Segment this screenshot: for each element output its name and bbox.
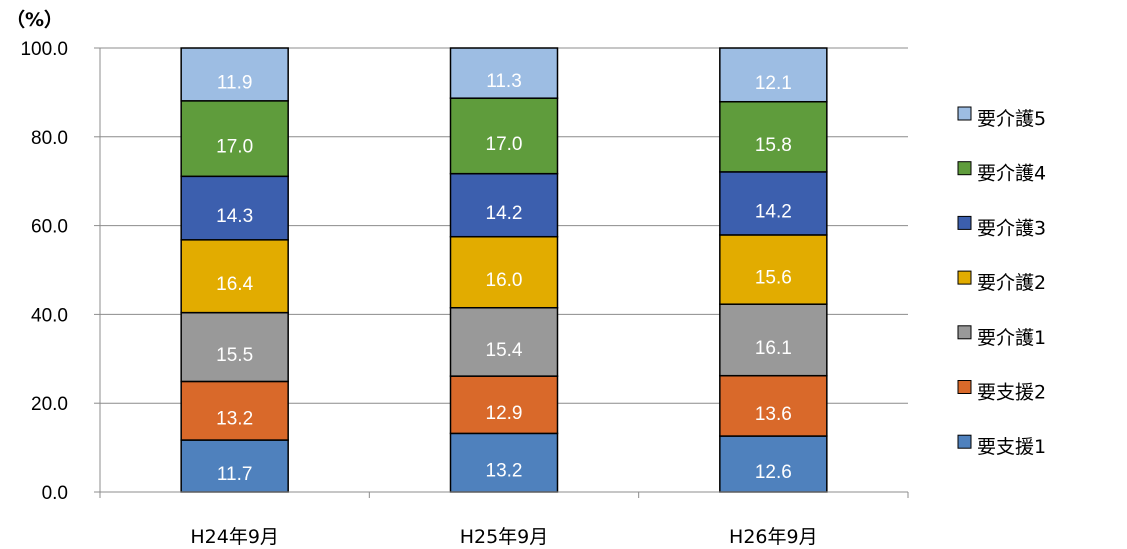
legend-label: 要介護4 [977,163,1046,185]
bars: 11.7 13.2 15.5 16.4 14.3 17.0 11.9 13.2 12.9 15.4… [180,47,828,493]
data-label: 11.7 [217,464,253,485]
data-label: 11.9 [217,72,253,93]
legend-swatch [957,215,972,230]
bar-segment [180,380,289,441]
legend-label: 要介護2 [977,272,1046,294]
data-label: 12.6 [755,462,792,483]
y-tick-label: 60.0 [31,217,68,238]
legend-label: 要介護1 [977,327,1046,349]
x-tick-label: H24年9月 [190,526,279,548]
legend-label: 要支援2 [977,382,1046,404]
y-tick-label: 80.0 [31,128,68,149]
bar-segment [719,100,828,173]
data-label: 16.4 [216,274,253,295]
bar-segment [449,97,559,175]
data-label: 13.6 [755,404,792,425]
bar-segment [449,306,559,377]
axes [99,48,909,498]
data-label: 15.6 [755,268,792,289]
bar-segment [180,311,289,383]
legend-label: 要介護3 [977,217,1046,239]
bar-segment [180,47,289,102]
legend-swatch [957,106,972,121]
y-tick-label: 20.0 [31,394,68,415]
data-label: 14.3 [216,206,253,227]
bar-segment [180,175,289,241]
data-label: 14.2 [486,203,523,224]
y-axis-ticks: 0.0 20.0 40.0 60.0 80.0 100.0 [20,39,100,504]
legend: 要介護5 要介護4 要介護3 要介護2 要介護1 要支援2 要支援1 [957,106,1046,458]
legend-swatch [957,380,972,394]
bar-segment [449,235,559,309]
x-axis-ticks: H24年9月 H25年9月 H26年9月 [190,526,817,548]
legend-swatch [957,161,972,176]
data-label: 16.1 [755,338,792,359]
y-unit-label: （%） [6,8,63,31]
legend-swatch [957,325,972,340]
data-label: 14.2 [755,201,792,222]
data-label: 13.2 [486,461,523,482]
data-label: 12.1 [755,73,792,94]
y-tick-label: 0.0 [42,483,68,504]
bar-segment [449,172,559,238]
bar-segment [180,439,289,493]
legend-swatch [957,434,972,449]
data-label: 12.9 [486,403,523,424]
data-label: 17.0 [486,134,523,155]
x-tick-label: H26年9月 [729,526,818,548]
x-tick-label: H25年9月 [460,526,549,548]
data-label: 15.5 [216,345,253,366]
data-label: 17.0 [216,137,253,158]
y-tick-label: 100.0 [20,39,68,60]
data-label: 15.8 [755,135,792,156]
legend-swatch [957,270,972,285]
bar-segment [719,234,828,305]
data-label: 13.2 [216,409,253,430]
bar-segment [719,435,828,493]
data-label: 15.4 [486,340,523,361]
y-tick-label: 40.0 [31,305,68,326]
bar-segment [449,47,559,99]
bar-segment [719,171,828,236]
bar-segment [719,374,828,437]
legend-label: 要支援1 [977,436,1046,458]
legend-label: 要介護5 [977,108,1046,130]
bar-segment [719,47,828,103]
data-label: 11.3 [486,71,522,92]
data-label: 16.0 [486,270,523,291]
bar-segment [180,239,289,314]
